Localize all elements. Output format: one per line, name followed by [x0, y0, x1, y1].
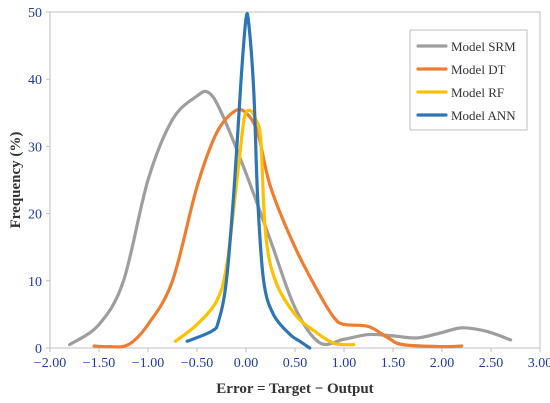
y-tick-label: 40 — [28, 73, 42, 88]
x-tick-label: 0.50 — [283, 356, 308, 371]
x-tick-label: −1.50 — [83, 356, 115, 371]
series-line-model-dt — [92, 107, 464, 349]
series-line-model-srm — [68, 89, 513, 347]
x-axis-title: Error = Target − Output — [216, 381, 373, 397]
x-tick-label: 2.00 — [430, 356, 455, 371]
legend-label-model-ann: Model ANN — [451, 108, 516, 123]
x-tick-label: −1.00 — [132, 356, 164, 371]
y-tick-label: 20 — [28, 208, 42, 223]
x-tick-label: 2.50 — [479, 356, 504, 371]
y-tick-label: 50 — [28, 6, 42, 21]
x-tick-label: −2.00 — [34, 356, 66, 371]
legend-box — [409, 29, 528, 131]
legend-label-model-dt: Model DT — [451, 62, 506, 77]
x-axis: −2.00 −1.50 −1.00 −0.50 0.00 0.50 1.00 1.50 2.00… — [34, 348, 550, 371]
y-tick-label: 10 — [28, 275, 42, 290]
x-tick-label: 3.00 — [528, 356, 550, 371]
x-tick-label: 1.00 — [332, 356, 357, 371]
x-tick-label: −0.50 — [181, 356, 213, 371]
x-tick-label: 0.00 — [234, 356, 259, 371]
legend-label-model-srm: Model SRM — [451, 39, 516, 54]
series-line-model-ann — [185, 12, 312, 350]
legend-label-model-rf: Model RF — [451, 85, 504, 100]
series-layer — [68, 12, 513, 350]
x-tick-label: 1.50 — [381, 356, 406, 371]
y-tick-label: 30 — [28, 140, 42, 155]
legend: Model SRM Model DT Model RF Model ANN — [409, 29, 528, 131]
y-axis-title: Frequency (%) — [8, 132, 24, 229]
y-tick-label: 0 — [35, 342, 42, 357]
y-axis: 0 10 20 30 40 50 — [28, 6, 50, 357]
